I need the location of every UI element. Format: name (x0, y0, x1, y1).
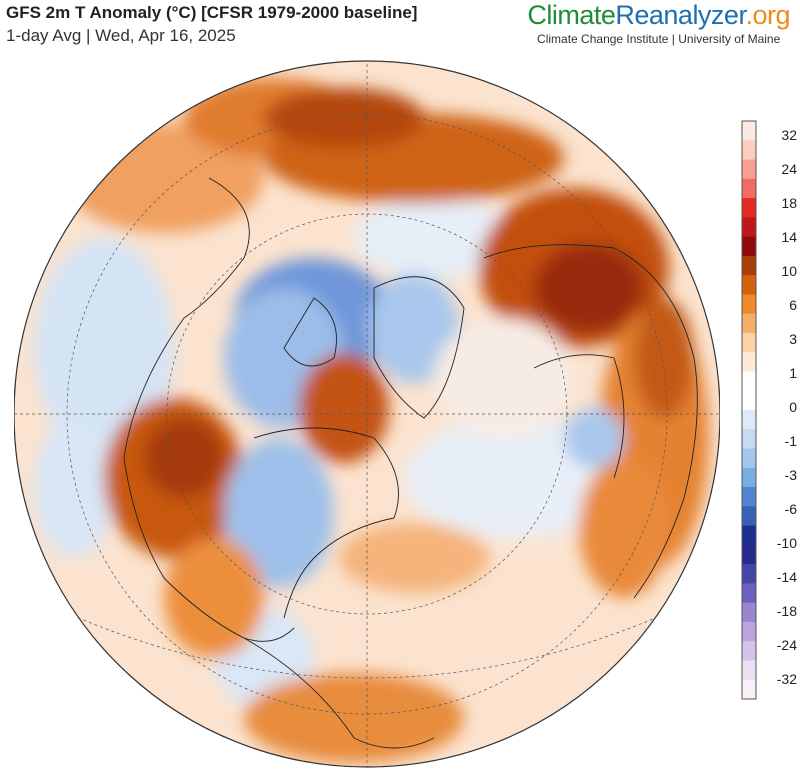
legend-swatch (742, 294, 756, 315)
legend-swatch (742, 679, 756, 700)
legend-swatch (742, 506, 756, 527)
brand-tagline: Climate Change Institute | University of… (537, 32, 781, 46)
legend-tick-label: 18 (781, 195, 797, 211)
brand-wordmark: ClimateReanalyzer.org (527, 0, 790, 30)
legend-tick-label: -1 (785, 433, 798, 449)
legend-swatch (742, 255, 756, 276)
legend-swatch (742, 410, 756, 430)
legend-tick-label: -18 (777, 603, 797, 619)
legend-swatch (742, 371, 756, 392)
legend-swatch (742, 641, 756, 661)
legend-tick-label: 14 (781, 229, 797, 245)
graticule (14, 61, 720, 767)
legend-swatch (742, 487, 756, 507)
legend-tick-label: -32 (777, 671, 797, 687)
legend-tick-label: -14 (777, 569, 797, 585)
legend-tick-label: -6 (785, 501, 798, 517)
legend-swatch (742, 332, 756, 353)
legend-tick-label: 0 (789, 399, 797, 415)
legend-swatch (742, 621, 756, 642)
legend-swatch (742, 313, 756, 334)
legend-swatch (742, 275, 756, 295)
anomaly-globe-map[interactable] (14, 58, 720, 770)
map-subtitle: 1-day Avg | Wed, Apr 16, 2025 (6, 26, 236, 45)
legend-swatch (742, 159, 756, 180)
legend-swatch (742, 198, 756, 218)
legend-swatch (742, 352, 756, 372)
legend-swatch (742, 564, 756, 584)
legend-tick-label: 6 (789, 297, 797, 313)
legend-swatch (742, 448, 756, 469)
legend-swatch (742, 544, 756, 565)
legend-swatch (742, 429, 756, 450)
legend-tick-label: 10 (781, 263, 797, 279)
legend-tick-label: 1 (789, 365, 797, 381)
legend-tick-label: 3 (789, 331, 797, 347)
brand-logo[interactable]: ClimateReanalyzer.org Climate Change Ins… (527, 0, 790, 46)
legend-tick-label: -3 (785, 467, 798, 483)
legend-swatch (742, 390, 756, 411)
legend-border (741, 120, 757, 700)
legend-tick-label: -10 (777, 535, 797, 551)
legend-swatch (742, 217, 756, 238)
coastlines (123, 177, 698, 749)
legend-tick-label: 24 (781, 161, 797, 177)
legend-swatch (742, 583, 756, 604)
legend-swatch (742, 467, 756, 488)
legend-swatch (742, 660, 756, 681)
brand-part-climate: Climate (527, 0, 616, 30)
legend-swatch (742, 236, 756, 257)
legend-tick-label: 32 (781, 127, 797, 143)
brand-part-org: .org (745, 0, 790, 30)
legend-swatch (742, 140, 756, 161)
legend-swatch (742, 525, 756, 546)
globe-outline (14, 60, 720, 768)
legend-swatch (742, 178, 756, 199)
globe-surface (14, 61, 720, 767)
legend-tick-label: -24 (777, 637, 797, 653)
legend-swatch (742, 602, 756, 623)
legend-swatch (742, 121, 756, 141)
brand-part-reanalyzer: Reanalyzer (615, 0, 746, 30)
legend-swatches (742, 121, 756, 700)
map-title: GFS 2m T Anomaly (°C) [CFSR 1979-2000 ba… (6, 3, 418, 22)
